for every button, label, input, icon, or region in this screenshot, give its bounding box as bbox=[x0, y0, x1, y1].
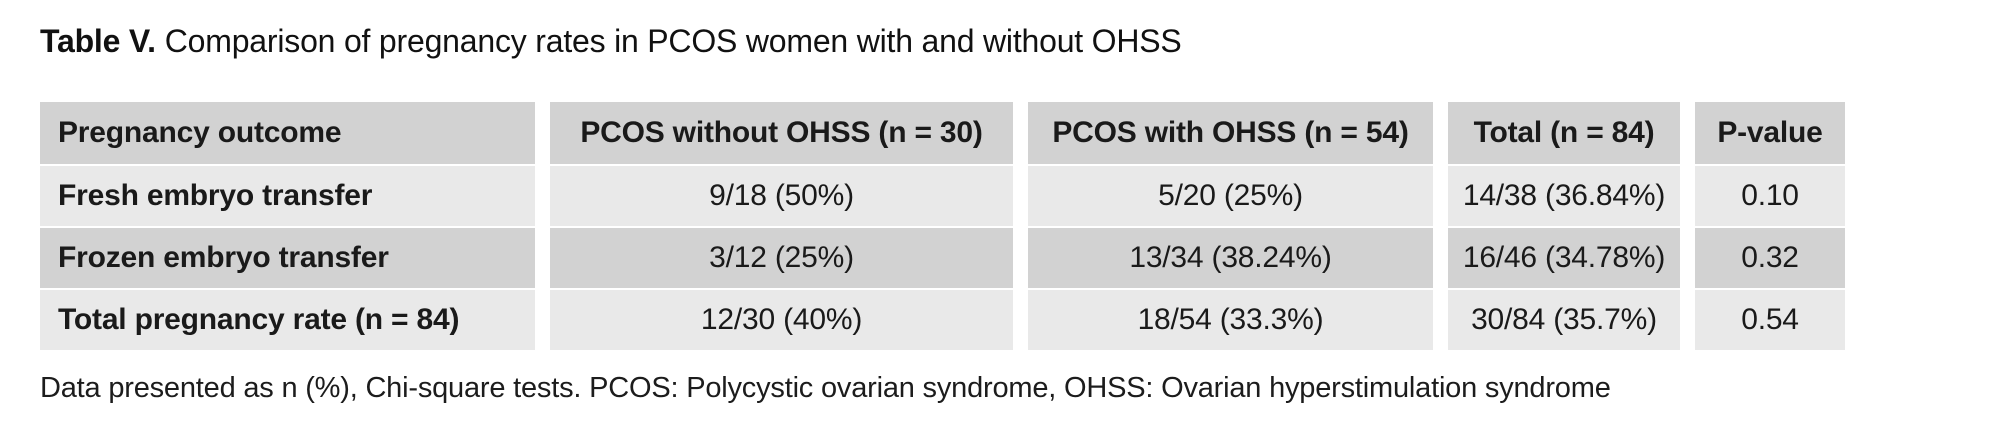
table-cell: 14/38 (36.84%) bbox=[1448, 166, 1680, 226]
row-label-fresh-embryo-transfer: Fresh embryo transfer bbox=[40, 166, 535, 226]
column-header-pregnancy-outcome: Pregnancy outcome bbox=[40, 102, 535, 164]
table-title: Table V. Comparison of pregnancy rates in… bbox=[40, 20, 2000, 62]
pregnancy-rates-table: Pregnancy outcome PCOS without OHSS (n =… bbox=[40, 102, 1845, 350]
table-cell-p-value: 0.32 bbox=[1695, 228, 1845, 288]
column-header-p-value: P-value bbox=[1695, 102, 1845, 164]
table-footnote: Data presented as n (%), Chi-square test… bbox=[40, 372, 1611, 404]
table-cell: 13/34 (38.24%) bbox=[1028, 228, 1433, 288]
table-title-label: Table V. bbox=[40, 23, 156, 59]
row-label-total-pregnancy-rate: Total pregnancy rate (n = 84) bbox=[40, 290, 535, 350]
table-cell: 18/54 (33.3%) bbox=[1028, 290, 1433, 350]
table-cell-p-value: 0.10 bbox=[1695, 166, 1845, 226]
column-header-total: Total (n = 84) bbox=[1448, 102, 1680, 164]
table-cell: 5/20 (25%) bbox=[1028, 166, 1433, 226]
column-header-pcos-with-ohss: PCOS with OHSS (n = 54) bbox=[1028, 102, 1433, 164]
table-cell: 12/30 (40%) bbox=[550, 290, 1013, 350]
table-cell-p-value: 0.54 bbox=[1695, 290, 1845, 350]
column-header-pcos-without-ohss: PCOS without OHSS (n = 30) bbox=[550, 102, 1013, 164]
table-cell: 3/12 (25%) bbox=[550, 228, 1013, 288]
table-cell: 30/84 (35.7%) bbox=[1448, 290, 1680, 350]
table-cell: 9/18 (50%) bbox=[550, 166, 1013, 226]
table-cell: 16/46 (34.78%) bbox=[1448, 228, 1680, 288]
page: Table V. Comparison of pregnancy rates in… bbox=[40, 20, 2000, 404]
table-title-text: Comparison of pregnancy rates in PCOS wo… bbox=[164, 23, 1182, 59]
row-label-frozen-embryo-transfer: Frozen embryo transfer bbox=[40, 228, 535, 288]
